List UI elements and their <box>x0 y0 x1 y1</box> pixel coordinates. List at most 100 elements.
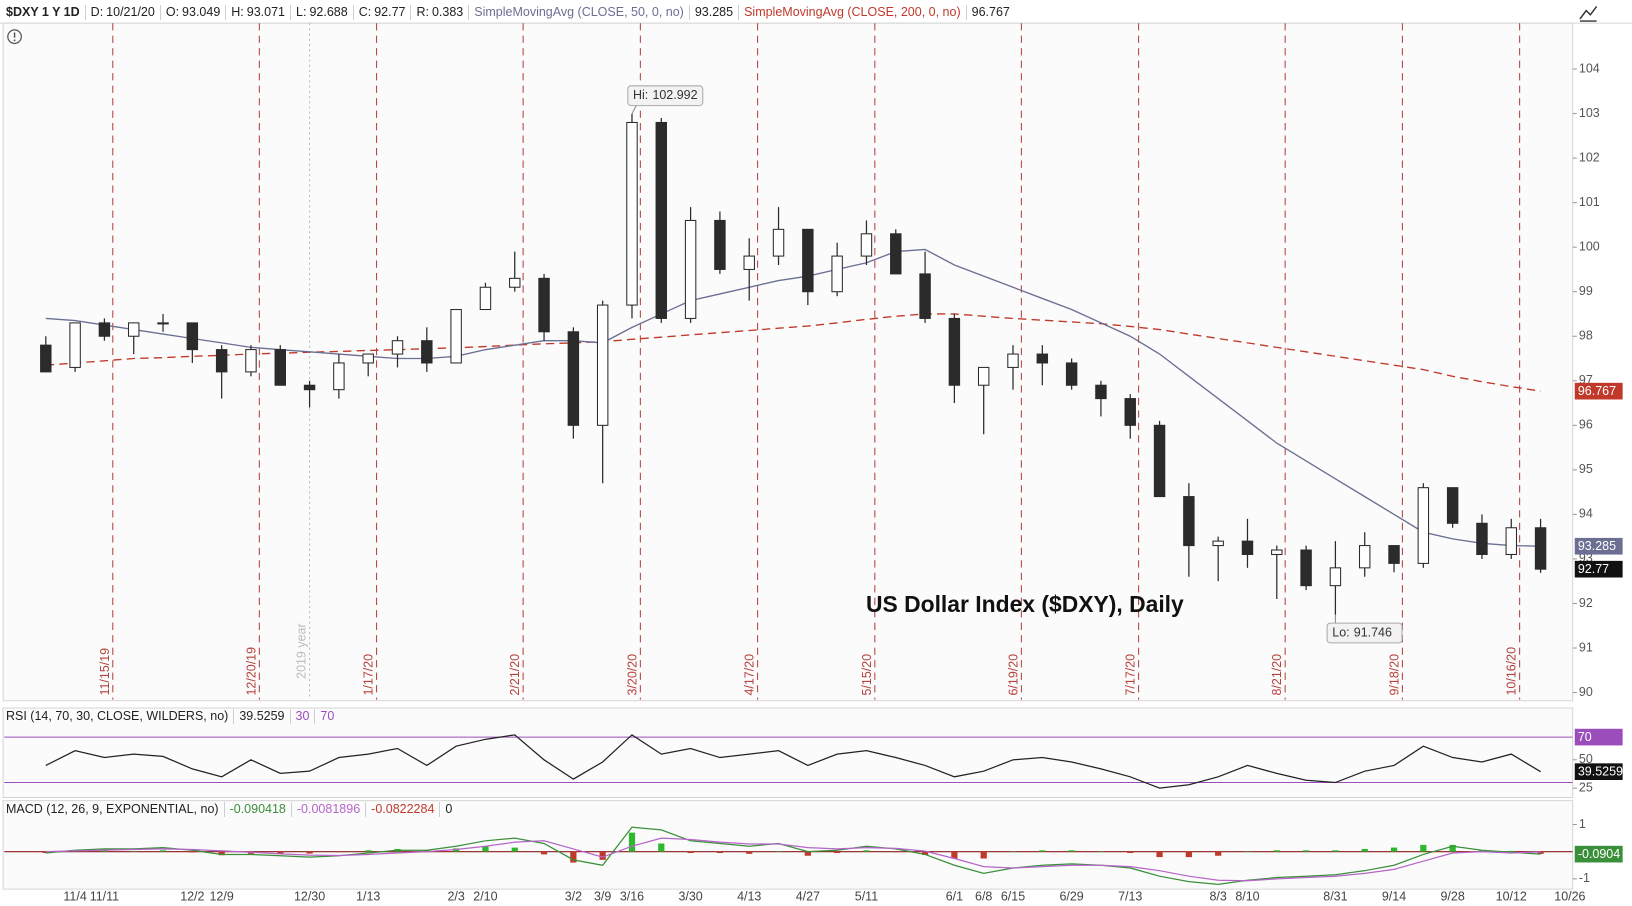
zero-label: 0 <box>439 802 457 817</box>
candle-body <box>948 317 961 386</box>
readout: O: 93.049 <box>159 5 225 20</box>
candle-body <box>479 286 492 311</box>
y-tick-label: 103 <box>1579 106 1600 120</box>
histogram-bar <box>892 851 899 853</box>
candle-body <box>509 277 521 288</box>
histogram-bar <box>1127 851 1134 854</box>
histogram-bar <box>540 851 548 855</box>
histogram-bar <box>1273 850 1280 852</box>
y-tick-label: 50 <box>1579 752 1593 766</box>
candle-body <box>743 255 755 270</box>
sma-line <box>45 313 1541 392</box>
candle-body <box>1124 398 1136 426</box>
histogram-bar <box>1508 850 1515 852</box>
readout-value: 93.049 <box>182 5 221 19</box>
readout: D: 10/21/20 <box>84 5 160 20</box>
histogram-bar <box>804 851 811 856</box>
candle-body <box>1446 487 1459 524</box>
histogram-bar <box>599 851 606 860</box>
x-tick-label: 2/10 <box>473 890 497 904</box>
readout: H: 93.071 <box>225 5 290 20</box>
annotation: Hi: 102.992 <box>633 89 698 103</box>
expiration-label: 3/20/20 <box>625 654 639 696</box>
histogram-bar <box>951 851 958 859</box>
readout-value: 92.77 <box>374 5 406 19</box>
histogram-bar <box>628 832 636 852</box>
candle-body <box>567 331 580 426</box>
macd-header: MACD (12, 26, 9, EXPONENTIAL, no) -0.0904… <box>4 802 457 817</box>
chart-title: US Dollar Index ($DXY), Daily <box>866 591 1184 617</box>
price-panel <box>2 22 1574 702</box>
study-line <box>45 826 1541 885</box>
candle-body <box>362 353 374 364</box>
candle-body <box>626 121 638 306</box>
candle-body <box>1358 545 1371 569</box>
expiration-label: 7/17/20 <box>1124 654 1138 696</box>
rsi-header: RSI (14, 70, 30, CLOSE, WILDERS, no) 39.5… <box>4 709 339 724</box>
x-tick-label: 6/15 <box>1001 890 1025 904</box>
last-close: 92.77 <box>1578 562 1609 576</box>
symbol: $DXY 1 Y 1D <box>6 5 80 19</box>
level-value: 70 <box>1578 730 1592 744</box>
x-tick-label: 2/3 <box>447 890 464 904</box>
candle-body <box>1065 362 1078 386</box>
x-tick-label: 3/16 <box>620 890 644 904</box>
histogram-bar <box>189 851 196 853</box>
histogram-bar <box>101 850 108 852</box>
x-tick-label: 8/31 <box>1323 890 1347 904</box>
histogram-bar <box>1039 850 1046 852</box>
histogram-bar <box>1097 851 1105 853</box>
x-tick-label: 6/8 <box>975 890 992 904</box>
x-tick-label: 3/2 <box>565 890 582 904</box>
x-tick-label: 12/30 <box>294 890 325 904</box>
x-tick-label: 4/27 <box>796 890 820 904</box>
candle-body <box>69 322 81 368</box>
histogram-bar <box>1332 850 1339 852</box>
candle-body <box>391 340 404 355</box>
histogram-bar <box>1478 850 1486 852</box>
candle-body <box>215 349 228 373</box>
readout: R: 0.383 <box>410 5 468 20</box>
readout-label: H: <box>231 5 244 19</box>
histogram-bar <box>1361 848 1368 852</box>
candle-body <box>919 273 931 319</box>
candle-body <box>1183 496 1195 547</box>
histogram-bar <box>716 851 724 854</box>
study-name: SimpleMovingAvg (CLOSE, 200, 0, no) <box>738 5 966 20</box>
candle-body <box>831 255 843 293</box>
candle-body <box>1095 384 1107 400</box>
y-tick-label: 92 <box>1579 596 1593 610</box>
study-value: 93.285 <box>1578 539 1616 553</box>
y-tick-label: 25 <box>1579 780 1593 794</box>
study-line <box>45 734 1541 789</box>
histogram-bar <box>482 846 489 852</box>
y-tick-label: 98 <box>1579 329 1593 343</box>
study-value-box <box>1574 382 1623 400</box>
candle-body <box>1505 527 1517 556</box>
expiration-label: 12/20/19 <box>244 647 258 696</box>
histogram-bar <box>306 851 313 854</box>
histogram-bar <box>511 847 518 852</box>
candle-body <box>684 219 697 319</box>
x-tick-label: 3/30 <box>678 890 702 904</box>
candle-body <box>714 219 726 270</box>
x-tick-label: 4/13 <box>737 890 761 904</box>
histogram-bar <box>1244 851 1251 852</box>
annotation-box <box>1326 622 1403 644</box>
readout-value: 10/21/20 <box>106 5 155 19</box>
readout: L: 92.688 <box>290 5 353 20</box>
readout-label: R: <box>416 5 429 19</box>
style-icon[interactable] <box>1579 6 1598 22</box>
level-value-box <box>1574 728 1623 746</box>
study-plot <box>4 826 1573 885</box>
y-tick-label: 1 <box>1579 817 1586 831</box>
candle-body <box>596 304 609 426</box>
candle-body <box>333 362 345 391</box>
candle-body <box>538 277 550 333</box>
alert-icon <box>7 29 22 45</box>
x-tick-label: 3/9 <box>594 890 611 904</box>
histogram-bar <box>1009 851 1017 853</box>
x-tick-label: 8/10 <box>1235 890 1259 904</box>
histogram-bar <box>1068 850 1075 852</box>
